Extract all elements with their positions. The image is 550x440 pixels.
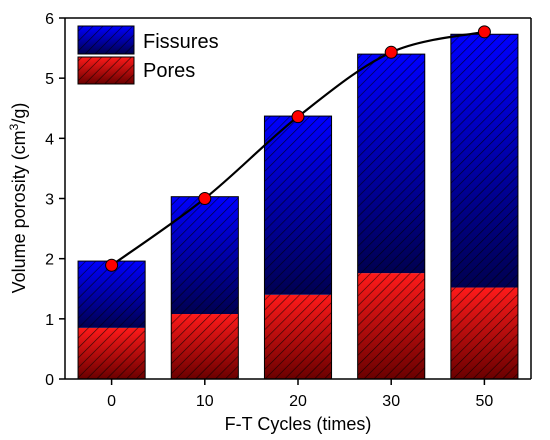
total-porosity-point	[477, 25, 491, 39]
total-porosity-point	[105, 258, 119, 272]
total-porosity-point	[291, 110, 305, 124]
bar-pores-hatch	[264, 294, 332, 379]
bar-fissures-hatch	[78, 261, 146, 328]
bars-layer	[77, 33, 519, 380]
y-axis-title: Volume porosity (cm3/g)	[7, 103, 29, 294]
bar-fissures-hatch	[264, 116, 332, 295]
y-tick-label: 2	[45, 252, 54, 269]
x-tick-label: 30	[382, 393, 400, 410]
x-tick-label: 20	[289, 393, 307, 410]
x-tick-label: 0	[107, 393, 116, 410]
y-axis-title-main: Volume porosity (cm	[9, 130, 29, 293]
y-tick-label: 3	[45, 192, 54, 209]
x-tick-label: 10	[196, 393, 214, 410]
bar-fissures-hatch	[357, 54, 425, 274]
bar-pores-hatch	[450, 287, 518, 379]
x-tick-label: 50	[476, 393, 494, 410]
y-tick-label: 0	[45, 372, 54, 389]
y-tick-label: 6	[45, 11, 54, 28]
total-porosity-point	[384, 45, 398, 59]
x-axis-title: F-T Cycles (times)	[225, 414, 372, 434]
y-tick-label: 5	[45, 71, 54, 88]
bar-pores-hatch	[171, 314, 239, 379]
total-porosity-point	[198, 192, 212, 205]
legend-swatch-pores-hatch	[78, 57, 134, 84]
legend: Fissures Pores	[77, 25, 219, 85]
y-axis-title-tail: /g)	[9, 103, 29, 124]
legend-swatch-fissures-hatch	[78, 26, 134, 54]
legend-label-pores: Pores	[143, 60, 195, 82]
x-ticks: 0 10 20 30 50	[107, 379, 493, 410]
line-layer	[105, 25, 491, 272]
bar-pores-hatch	[78, 327, 146, 379]
y-tick-label: 4	[45, 131, 54, 148]
bar-fissures-hatch	[450, 34, 518, 288]
y-tick-label: 1	[45, 312, 54, 329]
y-ticks: 0 1 2 3 4 5 6	[45, 11, 65, 389]
y-axis-title-superscript: 3	[7, 123, 21, 130]
bar-fissures-hatch	[171, 196, 239, 315]
legend-label-fissures: Fissures	[143, 31, 219, 53]
bar-pores-hatch	[357, 273, 425, 379]
